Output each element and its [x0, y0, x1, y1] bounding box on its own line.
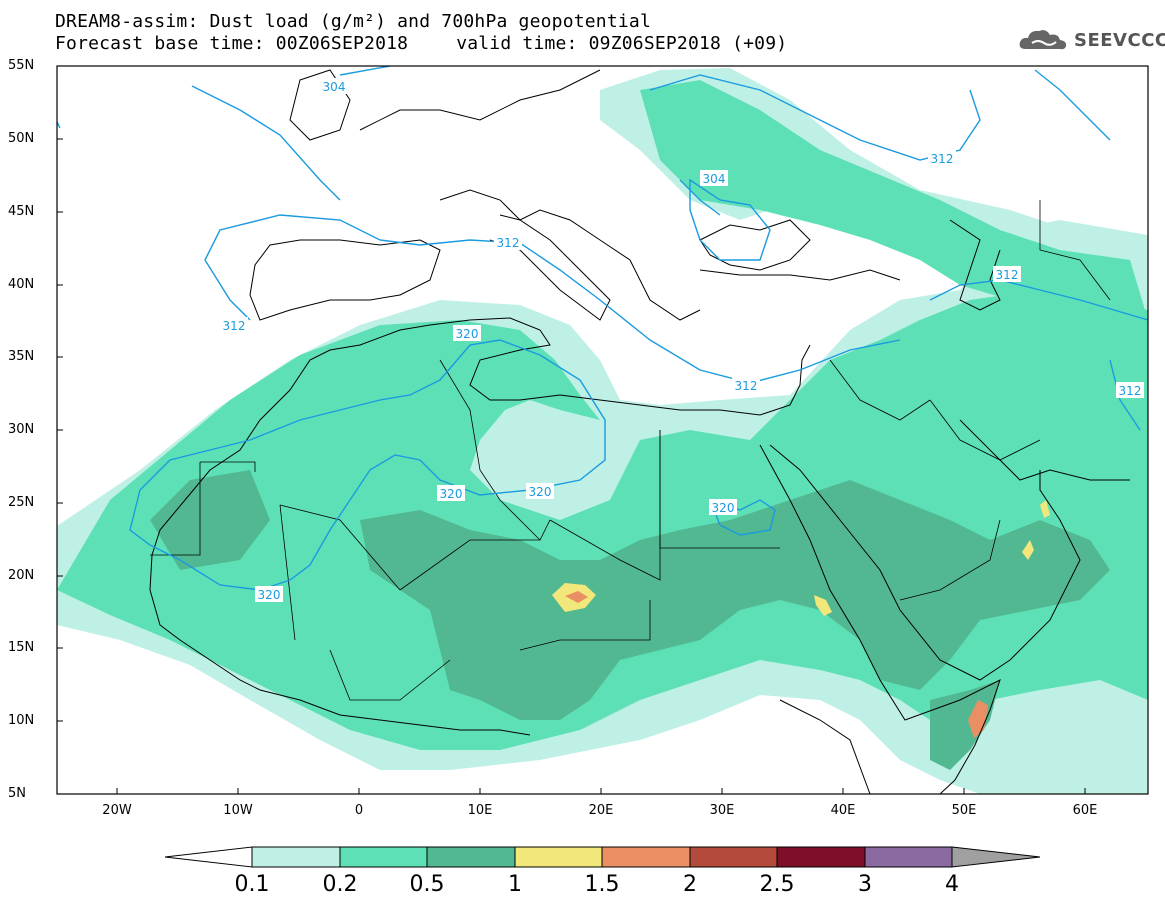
contour-label-320b: 320 [440, 487, 463, 501]
lon-label-10w: 10W [223, 803, 253, 818]
lat-label-10n: 10N [8, 713, 35, 728]
lon-label-20e: 20E [588, 803, 614, 818]
lon-label-50e: 50E [951, 803, 977, 818]
contour-label-320e: 320 [712, 501, 735, 515]
colorbar-swatch-2 [339, 846, 428, 868]
colorbar-label-4: 4 [945, 872, 959, 897]
lon-label-0: 0 [354, 803, 364, 818]
lon-label-40e: 40E [830, 803, 856, 818]
lon-label-30e: 30E [709, 803, 735, 818]
lat-label-15n: 15N [8, 640, 35, 655]
colorbar-swatch-8 [864, 846, 953, 868]
contour-label-304b: 304 [703, 172, 726, 186]
seevccc-logo: SEEVCCC [1018, 27, 1165, 53]
colorbar-swatch-5 [601, 846, 691, 868]
lat-label-5n: 5N [8, 786, 26, 801]
contour-label-312d: 312 [931, 152, 954, 166]
dust-region-1.0-oman [1022, 500, 1050, 560]
lat-label-20n: 20N [8, 568, 35, 583]
dust-region-0.5 [150, 470, 1110, 720]
lon-label-10e: 10E [467, 803, 493, 818]
coastlines [149, 69, 1130, 794]
cloud-logo-icon [1019, 30, 1067, 50]
chart-subtitle: Forecast base time: 00Z06SEP2018 valid ti… [55, 34, 787, 54]
colorbar-swatch-3 [426, 846, 516, 868]
contour-label-312e: 312 [996, 268, 1019, 282]
chart-title: DREAM8-assim: Dust load (g/m²) and 700hP… [55, 11, 651, 32]
colorbar-label-3: 3 [858, 872, 872, 897]
colorbar-label-0.1: 0.1 [234, 872, 270, 897]
colorbar-label-1: 1 [508, 872, 522, 897]
colorbar-swatch-6 [689, 846, 778, 868]
lat-label-30n: 30N [8, 422, 35, 437]
contour-label-304a: 304 [323, 80, 346, 94]
valid-time: valid time: 09Z06SEP2018 (+09) [456, 33, 788, 54]
lat-label-35n: 35N [8, 349, 35, 364]
colorbar-label-2.5: 2.5 [759, 872, 795, 897]
contour-label-320a: 320 [456, 327, 479, 341]
colorbar [164, 846, 1041, 868]
dust-region-1.0-eritrea [814, 595, 832, 616]
colorbar-label-0.2: 0.2 [322, 872, 358, 897]
contour-label-320d: 320 [258, 588, 281, 602]
colorbar-swatch-4 [514, 846, 603, 868]
tick-marks [57, 65, 1086, 794]
lat-label-55n: 55N [8, 58, 35, 73]
lat-label-40n: 40N [8, 277, 35, 292]
colorbar-label-1.5: 1.5 [584, 872, 620, 897]
lon-label-20w: 20W [102, 803, 132, 818]
lat-label-50n: 50N [8, 131, 35, 146]
dust-region-1.5-sahara [565, 591, 588, 603]
contour-label-312b: 312 [223, 319, 246, 333]
colorbar-min-arrow [164, 846, 253, 868]
colorbar-swatch-1 [251, 846, 341, 868]
colorbar-label-0.5: 0.5 [409, 872, 445, 897]
base-time: Forecast base time: 00Z06SEP2018 [55, 33, 409, 54]
lon-label-60e: 60E [1072, 803, 1098, 818]
country-borders [150, 200, 1111, 701]
contour-label-312a: 312 [497, 236, 520, 250]
colorbar-max-arrow [951, 846, 1041, 868]
lat-label-45n: 45N [8, 204, 35, 219]
dust-region-1.5-somalia [968, 700, 988, 738]
lat-label-25n: 25N [8, 495, 35, 510]
contour-labels: 304 304 312 312 312 312 312 312 320 320 … [220, 78, 1144, 602]
contour-label-320c: 320 [529, 485, 552, 499]
colorbar-label-2: 2 [683, 872, 697, 897]
contour-label-312c: 312 [735, 379, 758, 393]
dust-region-blacksea-0.2 [640, 80, 1148, 320]
colorbar-swatch-7 [776, 846, 866, 868]
contour-label-312f: 312 [1119, 384, 1142, 398]
